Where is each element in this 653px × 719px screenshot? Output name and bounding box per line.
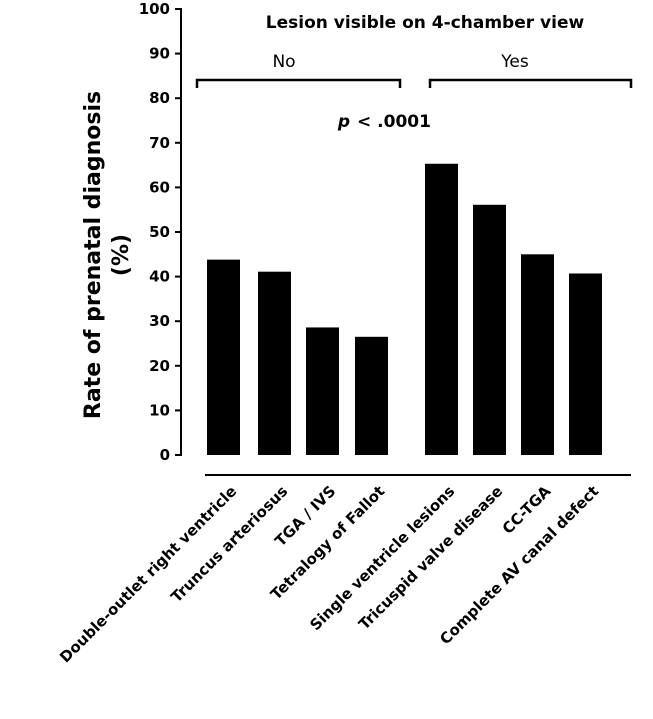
bar: [521, 254, 554, 455]
chart-title: Lesion visible on 4-chamber view: [266, 13, 585, 33]
y-axis-label: Rate of prenatal diagnosis: [81, 91, 106, 419]
bar: [473, 204, 506, 455]
y-tick-label: 20: [149, 357, 170, 375]
p-value: < .0001: [357, 112, 431, 132]
bar: [207, 259, 240, 455]
y-axis-label: (%): [109, 234, 134, 276]
y-tick-label: 90: [149, 45, 170, 63]
y-tick-label: 0: [160, 446, 170, 464]
bar: [569, 273, 602, 455]
p-symbol: p: [337, 112, 350, 132]
y-tick-label: 40: [149, 268, 170, 286]
group-label: Yes: [500, 52, 529, 72]
x-tick-label: Double-outlet right ventricle: [56, 482, 240, 666]
bar: [355, 336, 388, 455]
y-tick-label: 80: [149, 89, 170, 107]
y-tick-label: 100: [139, 0, 170, 18]
bar: [425, 163, 458, 455]
group-bracket: [195, 78, 633, 88]
y-tick-label: 60: [149, 178, 170, 196]
y-tick-label: 10: [149, 401, 170, 419]
y-tick-label: 70: [149, 134, 170, 152]
y-tick-label: 30: [149, 312, 170, 330]
bar: [258, 271, 291, 455]
y-tick-label: 50: [149, 223, 170, 241]
group-label: No: [272, 52, 295, 72]
bar: [306, 327, 339, 455]
